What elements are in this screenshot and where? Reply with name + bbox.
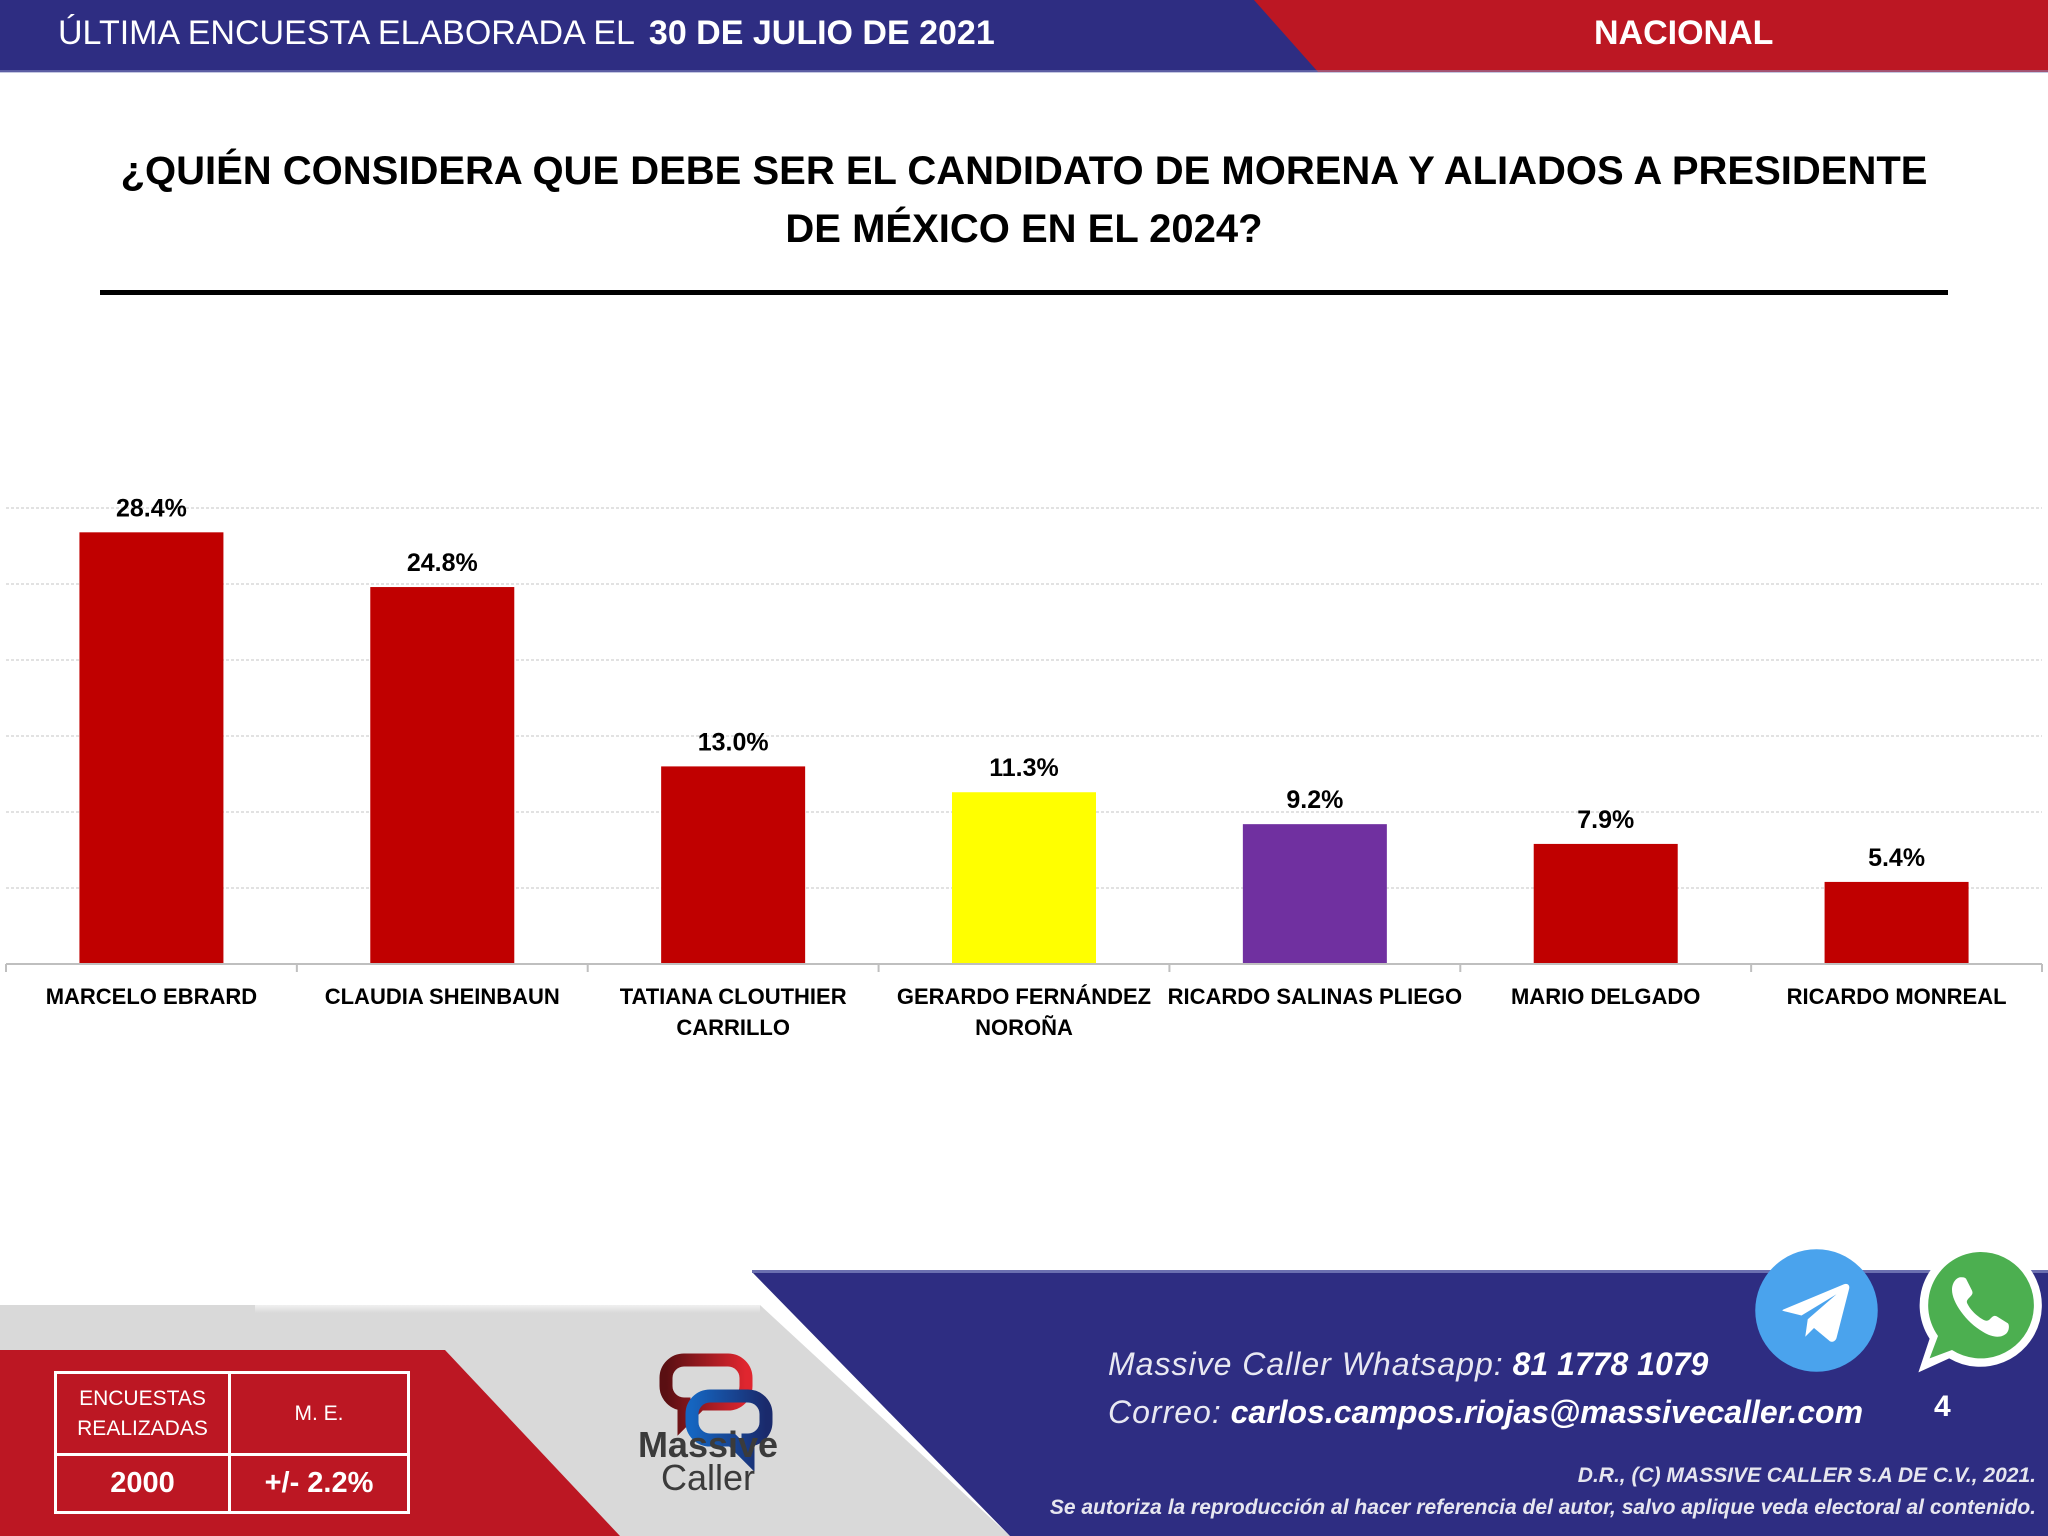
whatsapp-contact: Massive Caller Whatsapp: 81 1778 1079 (1108, 1346, 1708, 1383)
bar-chart: 28.4% 24.8% 13.0% 11.3% 9.2% 7.9% 5.4% MARCELO… (5, 494, 2043, 1040)
bar-value-label: 13.0% (698, 728, 769, 756)
bar-value-label: 24.8% (407, 549, 478, 577)
reproduction-notice: Se autoriza la reproducción al hacer ref… (1049, 1496, 2036, 1519)
survey-stats-table: ENCUESTAS REALIZADAS M. E. 2000 +/- 2.2% (54, 1371, 410, 1514)
question-title: ¿QUIÉN CONSIDERA QUE DEBE SER EL CANDIDA… (100, 142, 1948, 258)
survey-date-prefix: ÚLTIMA ENCUESTA ELABORADA EL (58, 14, 635, 52)
category-label: TATIANA CLOUTHIER CARRILLO (620, 984, 847, 1040)
survey-date-banner: ÚLTIMA ENCUESTA ELABORADA EL 30 DE JULIO … (58, 14, 995, 53)
category-label: GERARDO FERNÁNDEZ NOROÑA (897, 984, 1151, 1040)
question-title-line2: DE MÉXICO EN EL 2024? (785, 207, 1263, 251)
whatsapp-icon[interactable] (1910, 1238, 2048, 1378)
category-label: MARIO DELGADO (1511, 984, 1700, 1009)
bar-value-label: 7.9% (1577, 806, 1634, 834)
title-underline (100, 290, 1948, 295)
whatsapp-label: Massive Caller Whatsapp: (1108, 1346, 1504, 1382)
bar-value-label: 11.3% (989, 754, 1059, 782)
logo-wordmark-massive: Massive (637, 1424, 779, 1465)
surveys-label: ENCUESTAS REALIZADAS (57, 1374, 231, 1456)
category-label: RICARDO MONREAL (1787, 984, 2007, 1009)
bar (1824, 881, 1969, 964)
category-labels: MARCELO EBRARD CLAUDIA SHEINBAUN TATIANA C… (46, 984, 2007, 1040)
page-number: 4 (1934, 1390, 1951, 1423)
bar-value-label: 5.4% (1868, 844, 1925, 872)
bar (1533, 843, 1678, 964)
bar (661, 766, 806, 964)
survey-date: 30 DE JULIO DE 2021 (648, 14, 995, 52)
value-labels: 28.4% 24.8% 13.0% 11.3% 9.2% 7.9% 5.4% (116, 494, 1925, 872)
header-red-band (1254, 0, 2048, 72)
bar-value-label: 28.4% (116, 494, 187, 522)
bar (79, 532, 224, 964)
email-label: Correo: (1108, 1394, 1222, 1430)
question-title-line1: ¿QUIÉN CONSIDERA QUE DEBE SER EL CANDIDA… (120, 149, 1928, 193)
margin-of-error-value: +/- 2.2% (264, 1467, 374, 1499)
footer-gray-fade (255, 1305, 760, 1313)
category-label: CLAUDIA SHEINBAUN (325, 984, 560, 1009)
category-label: MARCELO EBRARD (46, 984, 257, 1009)
category-label: RICARDO SALINAS PLIEGO (1168, 984, 1463, 1009)
bar (952, 792, 1096, 964)
telegram-icon[interactable] (1754, 1248, 1879, 1373)
scope-label: NACIONAL (1594, 14, 1774, 52)
bar-value-label: 9.2% (1286, 786, 1343, 814)
footer-blue-edge (752, 1270, 2048, 1273)
logo-wordmark-caller: Caller (660, 1457, 756, 1498)
surveys-label-line2: REALIZADAS (77, 1416, 208, 1440)
copyright-notice: D.R., (C) MASSIVE CALLER S.A DE C.V., 20… (1577, 1464, 2036, 1487)
email-contact: Correo: carlos.campos.riojas@massivecall… (1108, 1394, 1863, 1431)
bars (79, 532, 1969, 964)
bar (1242, 824, 1387, 964)
header-divider (0, 70, 2048, 73)
surveys-label-line1: ENCUESTAS (79, 1386, 206, 1410)
massive-caller-logo-icon (659, 1353, 773, 1472)
whatsapp-number[interactable]: 81 1778 1079 (1512, 1346, 1709, 1382)
x-axis (5, 963, 2043, 972)
margin-of-error-label: M. E. (231, 1374, 407, 1456)
email-address[interactable]: carlos.campos.riojas@massivecaller.com (1230, 1394, 1864, 1430)
bar (370, 587, 515, 964)
surveys-value: 2000 (57, 1456, 231, 1511)
